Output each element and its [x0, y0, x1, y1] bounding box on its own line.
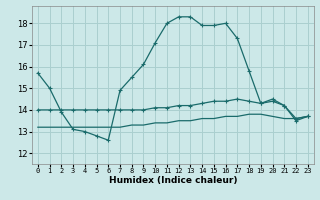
X-axis label: Humidex (Indice chaleur): Humidex (Indice chaleur): [108, 176, 237, 185]
